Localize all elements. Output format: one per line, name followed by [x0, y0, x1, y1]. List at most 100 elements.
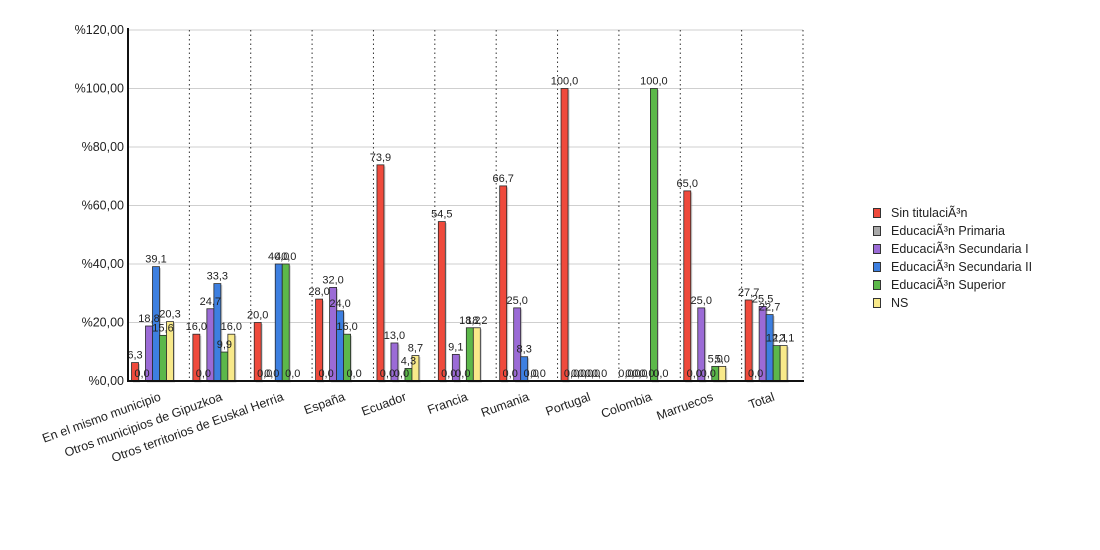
data-label: 22,7	[759, 302, 780, 314]
legend-label: EducaciÃ³n Primaria	[891, 224, 1005, 238]
data-label: 8,3	[517, 344, 532, 356]
data-label: 0,0	[531, 368, 546, 380]
data-label: 66,7	[492, 173, 513, 185]
data-label: 0,0	[618, 368, 633, 380]
data-label: 0,0	[380, 368, 395, 380]
x-tick-label: Total	[747, 390, 777, 412]
legend-item: EducaciÃ³n Secundaria I	[873, 240, 1032, 258]
legend-item: EducaciÃ³n Superior	[873, 276, 1032, 294]
y-tick-label: %60,00	[82, 199, 124, 213]
y-tick-label: %0,00	[89, 374, 124, 388]
bar	[765, 314, 774, 382]
bar	[560, 88, 569, 382]
data-label: 0,0	[571, 368, 586, 380]
legend-label: NS	[891, 296, 909, 310]
y-tick-label: %80,00	[82, 140, 124, 154]
data-label: 28,0	[308, 286, 329, 298]
x-tick-label: Colombia	[599, 390, 653, 421]
legend-label: EducaciÃ³n Superior	[891, 278, 1006, 292]
bar	[718, 365, 727, 382]
data-label: 9,9	[217, 339, 232, 351]
bar	[159, 334, 167, 382]
data-label: 0,0	[592, 368, 607, 380]
data-label: 0,0	[503, 368, 518, 380]
bar	[437, 221, 446, 382]
data-label: 0,0	[394, 368, 409, 380]
x-tick-label: Portugal	[544, 390, 593, 419]
data-label: 0,0	[524, 368, 539, 380]
legend-item: EducaciÃ³n Secundaria II	[873, 258, 1032, 276]
data-label: 0,0	[653, 368, 668, 380]
x-tick-label: Ecuador	[360, 390, 409, 419]
bar	[472, 327, 481, 382]
data-label: 12,1	[773, 333, 794, 345]
bar	[220, 351, 229, 382]
data-label: 33,3	[207, 271, 228, 283]
data-label: 100,0	[551, 76, 579, 88]
data-label: 6,3	[127, 350, 142, 362]
data-label: 40,0	[268, 251, 289, 263]
bar	[274, 263, 283, 382]
data-label: 16,0	[186, 321, 207, 333]
data-label: 20,3	[159, 309, 180, 321]
data-label: 5,0	[708, 353, 723, 365]
x-tick-label: España	[302, 390, 347, 418]
data-label: 40,0	[275, 251, 296, 263]
data-label: 0,0	[134, 368, 149, 380]
data-label: 0,0	[748, 368, 763, 380]
data-label: 0,0	[441, 368, 456, 380]
data-label: 0,0	[701, 368, 716, 380]
data-label: 16,0	[336, 321, 357, 333]
data-label: 0,0	[455, 368, 470, 380]
bar	[650, 88, 658, 382]
data-label: 5,0	[715, 353, 730, 365]
data-label: 0,0	[346, 368, 361, 380]
chart-legend: Sin titulaciÃ³n EducaciÃ³n Primaria Educac…	[873, 204, 1032, 312]
data-label: 0,0	[639, 368, 654, 380]
data-label: 0,0	[318, 368, 333, 380]
legend-swatch	[873, 208, 881, 218]
data-label: 20,0	[247, 310, 268, 322]
data-label: 32,0	[322, 274, 343, 286]
data-labels: 6,3 0,0 18,8 39,1 15,620,3 16,0 0,0 24,7 33,3 9,9…	[127, 76, 794, 381]
data-label: 65,0	[677, 178, 698, 190]
x-tick-label: Marruecos	[655, 390, 715, 423]
legend-item: Sin titulaciÃ³n	[873, 204, 1032, 222]
data-label: 24,0	[329, 298, 350, 310]
legend-item: NS	[873, 294, 1032, 312]
data-label: 0,0	[625, 368, 640, 380]
y-tick-label: %20,00	[82, 316, 124, 330]
bar	[772, 345, 781, 382]
data-label: 0,0	[578, 368, 593, 380]
bar	[779, 345, 788, 382]
x-tick-label: Rumania	[479, 390, 531, 420]
y-tick-label: %120,00	[75, 23, 124, 37]
legend-label: EducaciÃ³n Secundaria I	[891, 242, 1029, 256]
data-label: 0,0	[264, 368, 279, 380]
bar	[499, 185, 508, 382]
data-label: 9,1	[448, 341, 463, 353]
data-label: 18,2	[466, 315, 487, 327]
bar	[683, 190, 692, 382]
data-label: 0,0	[585, 368, 600, 380]
data-label: 0,0	[285, 368, 300, 380]
data-label: 18,8	[138, 313, 159, 325]
data-label: 39,1	[145, 254, 166, 266]
data-label: 24,7	[200, 296, 221, 308]
data-label: 0,0	[632, 368, 647, 380]
data-label: 15,6	[152, 322, 173, 334]
legend-swatch	[873, 226, 881, 236]
data-label: 54,5	[431, 209, 452, 221]
data-label: 4,3	[401, 355, 416, 367]
data-label: 73,9	[370, 152, 391, 164]
bar	[376, 164, 385, 382]
legend-swatch	[873, 244, 881, 254]
x-tick-label: Francia	[426, 390, 470, 417]
bar	[281, 263, 290, 382]
data-label: 25,0	[691, 295, 712, 307]
data-label: 12,1	[766, 333, 787, 345]
grid-lines	[128, 29, 804, 381]
data-label: 25,0	[506, 295, 527, 307]
y-tick-label: %40,00	[82, 257, 124, 271]
